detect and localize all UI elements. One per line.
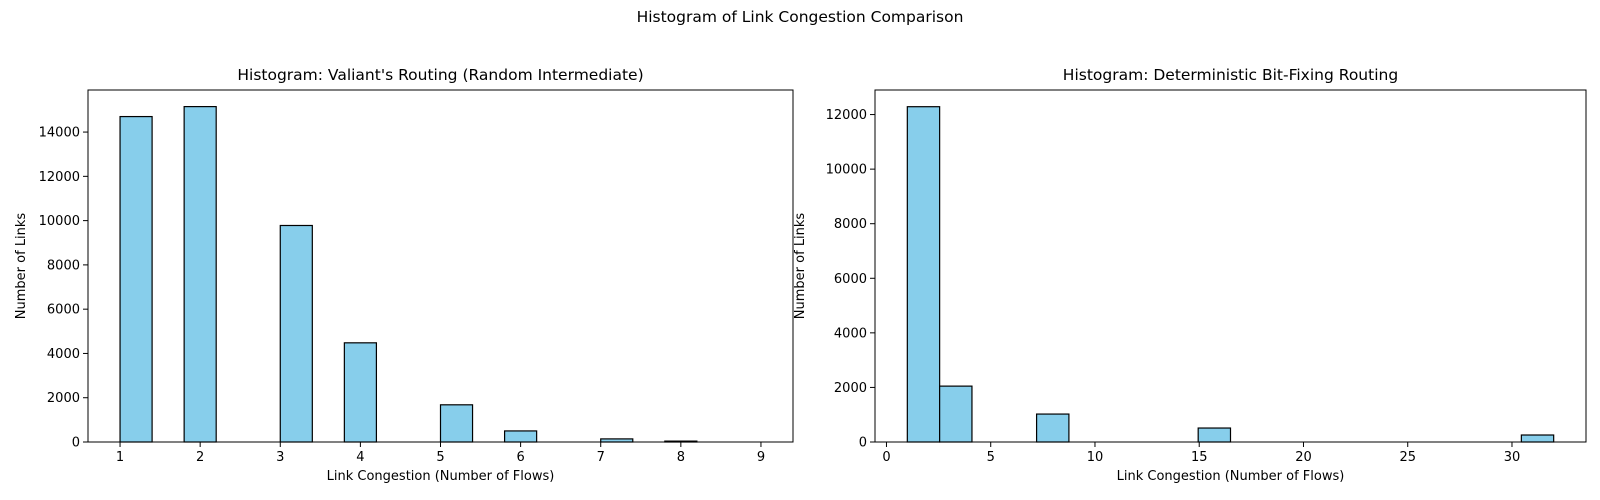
y-tick-label: 0 (72, 436, 80, 451)
y-tick-label: 0 (859, 436, 867, 451)
histogram-bar (1520, 434, 1555, 443)
y-axis-label: Number of Links (14, 213, 29, 320)
histogram-bar (439, 404, 474, 443)
y-tick-label: 8000 (47, 258, 80, 273)
y-tick-label: 12000 (39, 170, 80, 185)
x-tick-label: 25 (1399, 450, 1416, 465)
histogram-bar (119, 115, 153, 443)
x-tick-label: 0 (882, 450, 890, 465)
axes-title: Histogram: Deterministic Bit-Fixing Rout… (1063, 66, 1398, 84)
y-tick-label: 12000 (826, 108, 867, 123)
x-tick-label: 5 (987, 450, 995, 465)
histogram-bar (503, 430, 538, 443)
x-tick-label: 7 (597, 450, 605, 465)
y-axis-label: Number of Links (793, 213, 808, 320)
y-tick-label: 10000 (826, 163, 867, 178)
histogram-bar (1035, 413, 1070, 443)
y-tick-label: 2000 (47, 391, 80, 406)
histogram-bar (279, 224, 313, 443)
x-tick-label: 10 (1087, 450, 1104, 465)
histogram-bar (1197, 427, 1232, 443)
y-tick-label: 6000 (834, 272, 867, 287)
x-tick-label: 20 (1295, 450, 1312, 465)
y-tick-label: 4000 (47, 347, 80, 362)
x-axis-label: Link Congestion (Number of Flows) (1117, 469, 1345, 484)
x-tick-label: 5 (436, 450, 444, 465)
axes-title: Histogram: Valiant's Routing (Random Int… (237, 66, 643, 84)
y-tick-label: 2000 (834, 381, 867, 396)
x-tick-label: 15 (1191, 450, 1208, 465)
y-tick-label: 8000 (834, 217, 867, 232)
y-tick-label: 10000 (39, 214, 80, 229)
x-axis-label: Link Congestion (Number of Flows) (327, 469, 555, 484)
x-tick-label: 4 (356, 450, 364, 465)
y-tick-label: 6000 (47, 303, 80, 318)
histogram-bar (939, 385, 973, 443)
x-tick-label: 1 (116, 450, 124, 465)
histogram-bar (183, 105, 217, 443)
y-tick-label: 4000 (834, 326, 867, 341)
histogram-bar (343, 342, 378, 443)
right-histogram-axes: 0 5 10 15 20 25 30 0 2000 4000 6000 8000 10000 12000 H… (793, 66, 1587, 484)
x-tick-label: 6 (516, 450, 524, 465)
x-tick-label: 30 (1504, 450, 1521, 465)
axes-frame (874, 89, 1587, 443)
x-tick-label: 8 (677, 450, 685, 465)
histogram-bar (906, 106, 941, 443)
figure-suptitle: Histogram of Link Congestion Comparison (637, 8, 964, 26)
x-tick-label: 2 (196, 450, 204, 465)
left-histogram-axes: 1 2 3 4 5 6 7 8 9 0 2000 4000 6000 8000 10000 12000 1400… (14, 66, 794, 484)
y-tick-label: 14000 (39, 126, 80, 141)
x-tick-label: 9 (757, 450, 765, 465)
x-tick-label: 3 (276, 450, 284, 465)
